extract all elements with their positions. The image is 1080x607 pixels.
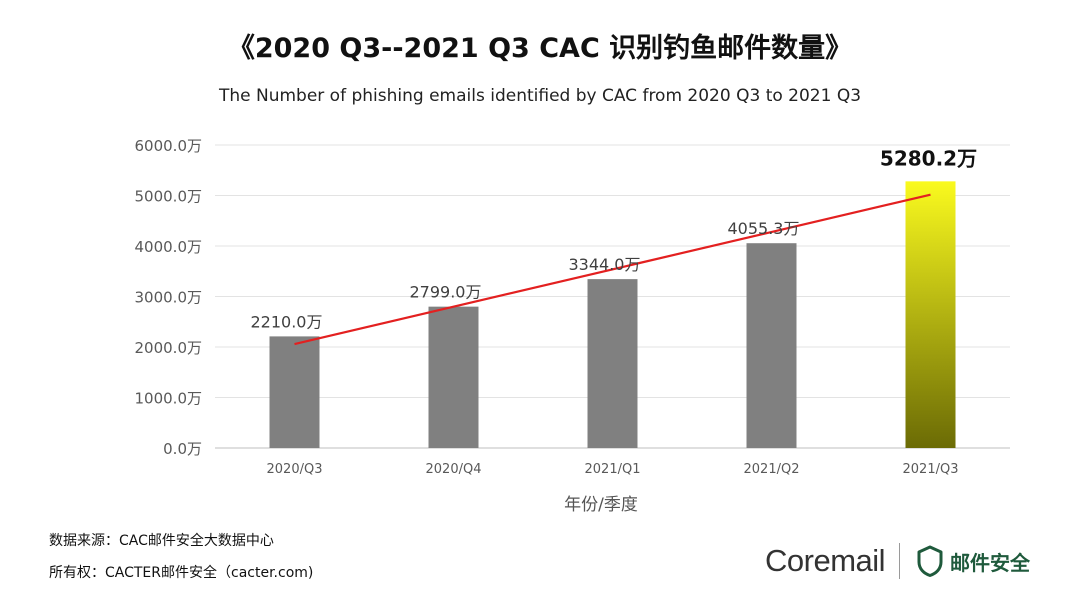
bar <box>269 336 320 448</box>
data-source-note: 数据来源：CAC邮件安全大数据中心 <box>49 533 274 549</box>
data-label: 2210.0万 <box>251 312 323 331</box>
y-tick-label: 6000.0万 <box>135 137 203 155</box>
bar <box>746 243 797 448</box>
data-label: 2799.0万 <box>410 283 482 302</box>
x-tick-label: 2020/Q4 <box>426 462 482 477</box>
bar <box>587 279 638 448</box>
chart-title: 《2020 Q3--2021 Q3 CAC 识别钓鱼邮件数量》 <box>227 33 853 64</box>
shield-icon <box>917 545 943 577</box>
highlight-bar <box>905 181 956 448</box>
coremail-wordmark: Coremail <box>765 543 886 578</box>
y-tick-label: 0.0万 <box>163 440 202 458</box>
y-tick-label: 1000.0万 <box>135 390 203 408</box>
x-tick-label: 2021/Q3 <box>903 462 959 477</box>
brand-badge-text: 邮件安全 <box>950 550 1031 575</box>
y-tick-label: 3000.0万 <box>135 289 203 307</box>
x-tick-label: 2021/Q2 <box>744 462 800 477</box>
y-tick-label: 5000.0万 <box>135 188 203 206</box>
bar <box>428 306 479 448</box>
x-tick-label: 2021/Q1 <box>585 462 641 477</box>
y-tick-label: 4000.0万 <box>135 238 203 256</box>
data-label: 4055.3万 <box>728 219 800 238</box>
brand-logo: Coremail 邮件安全 <box>765 541 1030 581</box>
trend-line <box>294 193 931 346</box>
x-tick-label: 2020/Q3 <box>267 462 323 477</box>
brand-divider <box>899 543 901 579</box>
x-axis-title: 年份/季度 <box>564 495 638 515</box>
data-label: 3344.0万 <box>569 255 641 274</box>
chart-subtitle: The Number of phishing emails identified… <box>218 86 862 106</box>
data-label: 5280.2万 <box>880 146 977 170</box>
y-tick-label: 2000.0万 <box>135 339 203 357</box>
copyright-note: 所有权：CACTER邮件安全（cacter.com) <box>49 565 314 581</box>
